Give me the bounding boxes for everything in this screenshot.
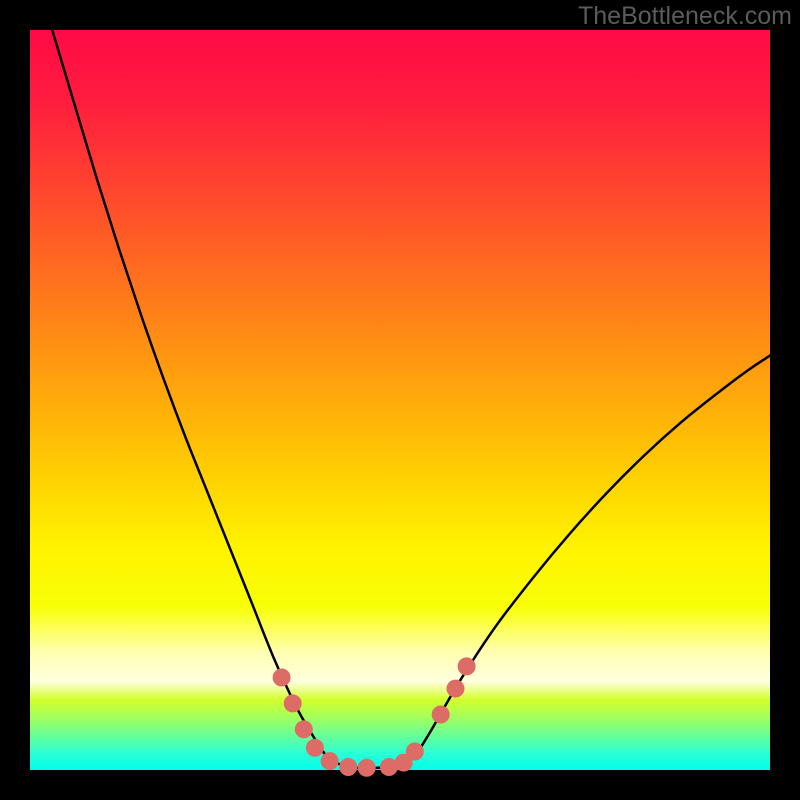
highlight-marker bbox=[321, 752, 339, 770]
highlight-marker bbox=[406, 743, 424, 761]
highlight-marker bbox=[295, 720, 313, 738]
highlight-marker bbox=[447, 680, 465, 698]
highlight-marker bbox=[273, 669, 291, 687]
highlight-marker bbox=[432, 706, 450, 724]
bottleneck-chart bbox=[0, 0, 800, 800]
highlight-marker bbox=[458, 657, 476, 675]
plot-area bbox=[30, 30, 770, 770]
highlight-marker bbox=[339, 758, 357, 776]
highlight-marker bbox=[306, 739, 324, 757]
chart-container: TheBottleneck.com bbox=[0, 0, 800, 800]
highlight-marker bbox=[358, 759, 376, 777]
highlight-marker bbox=[284, 694, 302, 712]
